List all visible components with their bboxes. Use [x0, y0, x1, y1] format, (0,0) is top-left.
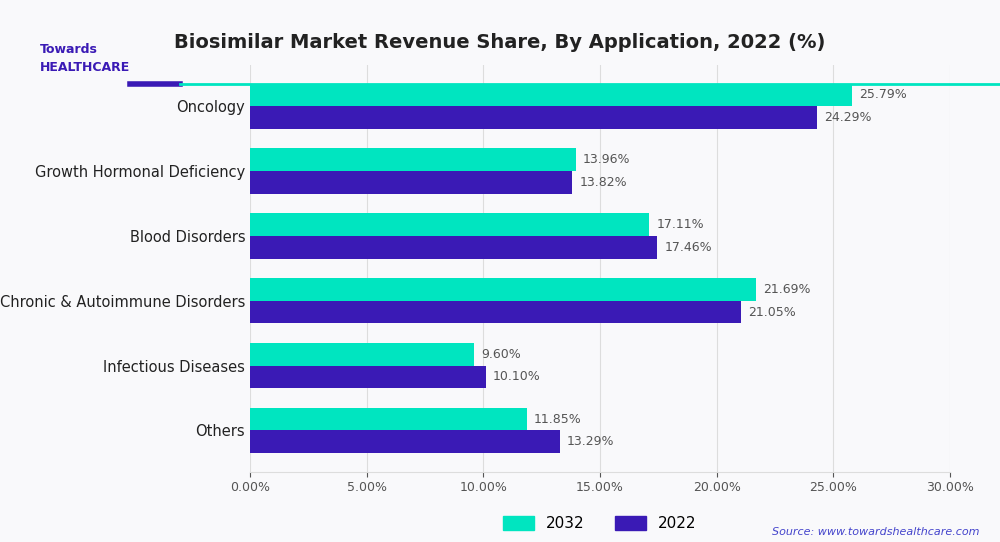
Bar	[250, 430, 560, 453]
Bar	[250, 365, 486, 388]
Text: 13.29%: 13.29%	[567, 435, 615, 448]
Bar	[250, 106, 817, 129]
Legend: 2032, 2022: 2032, 2022	[497, 510, 703, 537]
Text: 10.10%: 10.10%	[493, 370, 540, 383]
Bar	[250, 343, 474, 365]
Bar	[250, 301, 741, 324]
Text: 17.11%: 17.11%	[656, 218, 704, 231]
Bar	[250, 236, 657, 259]
Bar	[250, 278, 756, 301]
Text: 21.05%: 21.05%	[748, 306, 796, 319]
Text: 13.96%: 13.96%	[583, 153, 630, 166]
Text: 11.85%: 11.85%	[534, 412, 581, 425]
Text: Biosimilar Market Revenue Share, By Application, 2022 (%): Biosimilar Market Revenue Share, By Appl…	[174, 33, 826, 51]
Text: Source: www.towardshealthcare.com: Source: www.towardshealthcare.com	[772, 527, 980, 537]
Bar	[250, 171, 572, 193]
Bar	[250, 83, 852, 106]
Text: 24.29%: 24.29%	[824, 111, 871, 124]
Text: 13.82%: 13.82%	[579, 176, 627, 189]
Text: 9.60%: 9.60%	[481, 348, 521, 360]
Text: Towards
HEALTHCARE: Towards HEALTHCARE	[40, 43, 130, 74]
Bar	[250, 408, 526, 430]
Text: 17.46%: 17.46%	[664, 241, 712, 254]
Bar	[250, 149, 576, 171]
Bar	[250, 213, 649, 236]
Text: 25.79%: 25.79%	[859, 88, 907, 101]
Text: 21.69%: 21.69%	[763, 283, 811, 296]
